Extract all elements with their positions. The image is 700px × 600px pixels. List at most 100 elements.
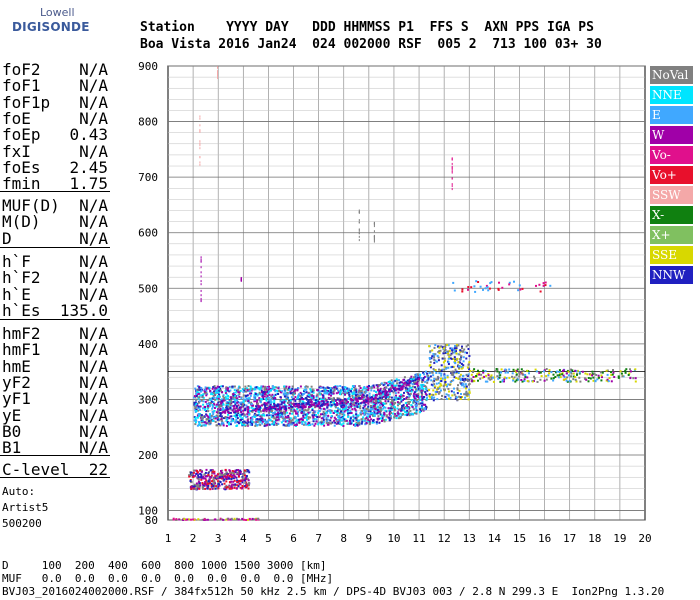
data-point	[402, 399, 404, 401]
data-point	[456, 387, 459, 390]
data-point	[326, 404, 329, 407]
data-point	[411, 413, 414, 415]
data-point	[379, 409, 382, 412]
data-point	[447, 357, 450, 360]
data-point	[535, 370, 538, 373]
data-point	[442, 385, 445, 388]
data-point	[283, 418, 286, 421]
data-point	[437, 386, 439, 389]
data-point	[217, 480, 220, 483]
data-point	[289, 417, 292, 420]
data-point	[265, 402, 267, 405]
data-point	[295, 402, 298, 405]
data-point	[599, 371, 602, 374]
data-point	[397, 404, 399, 407]
data-point	[375, 390, 378, 393]
data-point	[598, 376, 600, 379]
data-point	[218, 387, 220, 390]
data-point	[312, 416, 315, 419]
data-point	[329, 397, 332, 400]
data-point	[336, 411, 339, 414]
data-point	[477, 281, 480, 283]
data-point	[512, 368, 515, 371]
data-point	[268, 390, 270, 393]
data-point	[335, 418, 338, 421]
data-point	[305, 416, 307, 419]
data-point	[475, 375, 478, 377]
data-point	[371, 396, 374, 398]
data-point	[327, 390, 330, 392]
data-point	[411, 385, 414, 388]
data-point	[360, 413, 362, 416]
data-point	[430, 357, 433, 360]
data-point	[200, 300, 202, 303]
data-point	[356, 398, 359, 401]
data-point	[359, 402, 362, 405]
data-point	[592, 376, 595, 379]
y-tick-label: 300	[138, 393, 158, 406]
data-point	[280, 421, 283, 424]
data-point	[465, 374, 468, 377]
data-point	[260, 389, 263, 392]
data-point	[233, 411, 236, 414]
data-point	[443, 373, 446, 376]
data-point	[290, 409, 292, 412]
data-point	[275, 389, 278, 392]
data-point	[201, 518, 204, 521]
data-point	[320, 413, 322, 416]
data-point	[401, 383, 404, 386]
data-point	[279, 391, 282, 393]
data-point	[373, 222, 375, 224]
data-point	[196, 389, 199, 392]
data-point	[225, 402, 228, 405]
data-point	[410, 381, 412, 384]
data-point	[219, 412, 222, 415]
data-point	[277, 416, 280, 419]
data-point	[225, 486, 228, 489]
data-point	[293, 409, 296, 412]
data-point	[295, 425, 297, 427]
header-line-2: Boa Vista 2016 Jan24 024 002000 RSF 005 …	[140, 37, 602, 52]
data-point	[286, 420, 289, 423]
data-point	[444, 343, 447, 346]
data-point	[248, 413, 251, 416]
data-point	[340, 419, 343, 422]
data-point	[384, 391, 387, 394]
data-point	[242, 394, 245, 397]
data-point	[373, 237, 375, 240]
data-point	[394, 392, 397, 395]
data-point	[305, 403, 308, 406]
data-point	[237, 518, 240, 521]
data-point	[237, 387, 240, 390]
data-point	[237, 409, 239, 412]
data-point	[208, 471, 211, 473]
param-value: N/A	[79, 196, 108, 215]
data-point	[398, 384, 401, 387]
data-point	[437, 378, 440, 381]
data-point	[408, 400, 411, 403]
data-point	[346, 410, 349, 413]
data-point	[384, 388, 387, 391]
data-point	[448, 390, 450, 393]
data-point	[221, 408, 223, 411]
data-point	[265, 410, 268, 413]
data-point	[220, 389, 222, 392]
data-point	[283, 385, 286, 388]
data-point	[217, 475, 220, 478]
data-point	[440, 364, 443, 367]
data-point	[372, 384, 375, 387]
data-point	[364, 423, 367, 426]
data-point	[195, 472, 198, 475]
data-point	[207, 410, 210, 413]
data-point	[333, 387, 336, 390]
data-point	[277, 408, 280, 411]
data-point	[364, 398, 367, 401]
data-point	[258, 387, 261, 390]
data-point	[384, 409, 387, 412]
data-point	[218, 484, 221, 487]
param-value: N/A	[79, 108, 108, 128]
data-point	[388, 413, 391, 416]
data-point	[281, 412, 284, 415]
data-point	[420, 405, 423, 408]
data-point	[221, 385, 224, 388]
